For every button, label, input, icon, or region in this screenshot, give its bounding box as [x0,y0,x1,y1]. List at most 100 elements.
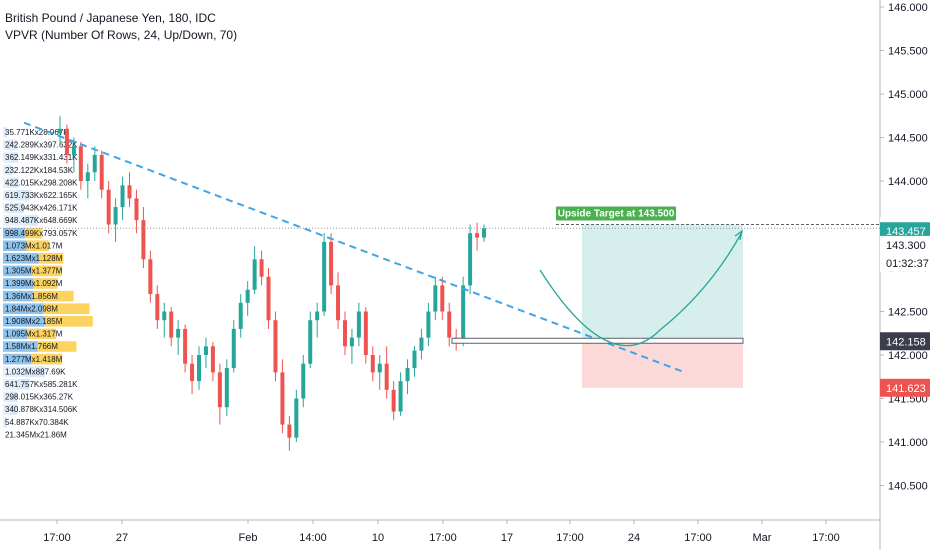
candle-body [266,276,271,321]
candle-body [322,241,327,312]
entry-price-badge: 142.158 [886,336,926,348]
volume-bar-up [3,316,45,327]
time-tick-label: 17:00 [812,532,840,544]
price-tick-label: 140.500 [888,481,928,493]
volume-profile-label: 1.277Mx1.418M [5,355,63,364]
volume-bar-up [3,227,25,239]
volume-bar-down [26,240,49,251]
price-tick-label: 144.500 [888,133,928,145]
entry-level-box [451,337,744,344]
stop-price-badge-bg [880,378,930,397]
price-tick-label: 145.500 [888,46,928,58]
candle-body [412,350,417,369]
candle-body [461,285,466,342]
candle-body [447,311,452,338]
candle-body [71,146,76,155]
candle-body [197,355,202,382]
volume-profile-label: 21.345Mx21.86M [5,430,67,439]
volume-profile-label: 1.36Mx1.856M [5,292,58,301]
candle-body [141,220,146,260]
volume-bar-down [16,190,31,201]
volume-bar-down [27,328,56,340]
volume-profile-label: 232.122Kx184.53K [5,166,74,175]
volume-bar-down [25,366,46,377]
candle-body [134,198,139,221]
time-tick-label: Feb [239,532,258,544]
symbol-title: British Pound / Japanese Yen, 180, IDC [5,11,216,25]
countdown-badge-bg [880,253,930,272]
chart-legend: British Pound / Japanese Yen, 180, IDC V… [5,10,237,44]
volume-bar-down [33,278,58,289]
volume-bar-down [37,341,77,352]
volume-profile-label: 362.149Kx331.431K [5,153,78,162]
candle-body [217,372,222,408]
volume-bar-down [5,127,7,138]
candle-body [162,311,167,321]
volume-bar-down [44,316,93,327]
volume-bar-down [14,202,24,214]
target-annotation-box [556,206,676,221]
volume-bar-down [9,391,18,403]
volume-profile-label: 298.015Kx365.27K [5,393,74,402]
candle-body [231,328,236,369]
volume-bar-up [3,202,15,214]
candle-body [336,285,341,321]
volume-bar-down [8,164,13,176]
candle-body [342,320,347,347]
volume-bar-up [3,404,11,415]
time-tick-label: 14:00 [299,532,327,544]
candle-body [287,424,292,438]
candle-body [301,363,306,399]
volume-profile-label: 998.499Kx793.057K [5,229,78,238]
volume-bar-up [3,152,11,163]
volume-bar-down [5,416,7,428]
volume-profile-label: 1.399Mx1.092M [5,279,63,288]
time-tick-label: 17:00 [43,532,71,544]
price-tick-label: 141.000 [888,437,928,449]
volume-profile-label: 619.733Kx622.165K [5,191,78,200]
volume-bar-up [3,379,18,390]
descending-trendline [23,121,686,374]
candle-body [148,259,153,295]
volume-bar-up [3,190,17,201]
candle-body [183,328,188,364]
price-tick-label: 142.000 [888,350,928,362]
time-tick-label: 17:00 [556,532,584,544]
candle-body [363,311,368,355]
volume-profile-label: 1.095Mx1.317M [5,330,63,339]
volume-bar-down [24,227,43,239]
volume-bar-up [3,177,13,188]
volume-profile-label: 340.878Kx314.506K [5,405,78,414]
projected-arrow-head [734,229,744,241]
candle-body [113,207,118,225]
candle-body [85,172,90,181]
volume-bar-up [3,253,39,264]
candle-body [308,320,313,364]
candle-body [391,389,396,412]
volume-profile-label: 242.289Kx397.632K [5,141,78,150]
last-price-badge: 143.457 [886,226,926,238]
candle-body [252,259,257,290]
volume-bar-up [3,366,26,377]
volume-profile-label: 35.771Kx28.967K [5,128,69,137]
volume-profile-label: 948.487Kx648.669K [5,216,78,225]
time-tick-label: 24 [628,532,640,544]
candle-body [210,346,215,373]
countdown-badge: 01:32:37 [886,258,929,270]
candle-body [370,355,375,373]
volume-bar-up [3,278,34,289]
entry-price-badge-bg [880,332,930,351]
candle-body [440,285,445,312]
candle-body [224,368,229,408]
candle-body [482,228,486,238]
candle-body [468,233,473,286]
candle-body [426,311,431,338]
candle-body [329,241,334,286]
volume-profile-label: 54.887Kx70.384K [5,418,69,427]
target-zone [582,224,743,342]
candle-body [176,328,181,338]
indicator-title: VPVR (Number Of Rows, 24, Up/Down, 70) [5,28,238,42]
volume-bar-up [3,328,28,340]
volume-bar-up [3,341,38,352]
